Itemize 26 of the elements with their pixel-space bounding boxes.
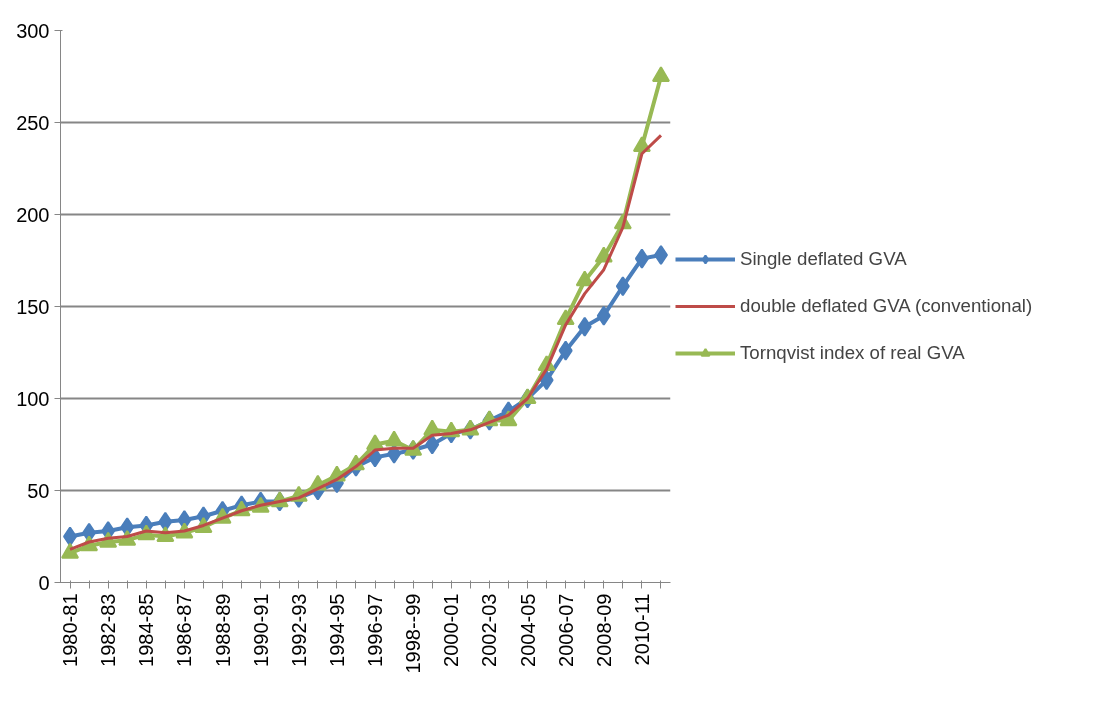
x-tick-label: 2008-09	[592, 593, 615, 667]
x-tick-label: 1998--99	[402, 593, 425, 674]
y-tick-label: 100	[16, 387, 50, 410]
x-tick-label: 1996-97	[364, 593, 387, 667]
y-tick-label: 200	[16, 203, 50, 226]
y-tick-label: 150	[16, 295, 50, 318]
legend-label: Single deflated GVA	[740, 248, 907, 270]
y-tick-label: 50	[27, 479, 50, 502]
y-tick-label: 250	[16, 111, 50, 134]
legend-label: Tornqvist index of real GVA	[740, 342, 965, 364]
x-tick-label: 1982-83	[97, 593, 120, 667]
x-tick-label: 2006-07	[554, 593, 577, 667]
x-tick-label: 2002-03	[478, 593, 501, 667]
legend-label: double deflated GVA (conventional)	[740, 295, 1033, 317]
x-tick-label: 2000-01	[440, 593, 463, 667]
x-tick-label: 1992-93	[287, 593, 310, 667]
x-tick-label: 1980-81	[59, 593, 82, 667]
x-tick-label: 2010-11	[630, 593, 653, 666]
x-tick-label: 1988-89	[211, 593, 234, 667]
y-tick-label: 300	[16, 19, 50, 42]
y-tick-label: 0	[38, 571, 50, 594]
x-tick-label: 1994-95	[325, 593, 348, 667]
x-tick-label: 1986-87	[173, 593, 196, 667]
x-tick-label: 1984-85	[135, 593, 158, 667]
x-tick-label: 1990-91	[249, 593, 272, 667]
x-tick-label: 2004-05	[516, 593, 539, 667]
